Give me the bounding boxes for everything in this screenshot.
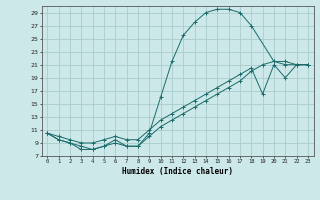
X-axis label: Humidex (Indice chaleur): Humidex (Indice chaleur): [122, 167, 233, 176]
